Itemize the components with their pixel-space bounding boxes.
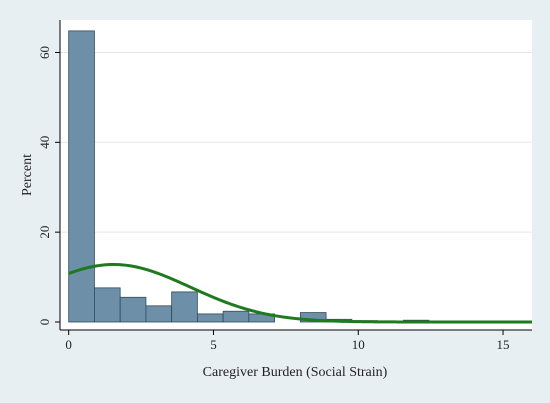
y-tick-label: 40 (37, 136, 52, 149)
histogram-bar (145, 305, 173, 323)
x-tick-label: 10 (352, 337, 365, 352)
x-tick-label: 0 (65, 337, 72, 352)
y-axis-title: Percent (20, 154, 35, 196)
histogram-bar (119, 296, 147, 323)
histogram-bars (68, 30, 430, 323)
y-tick-label: 0 (37, 319, 52, 326)
x-axis-title: Caregiver Burden (Social Strain) (203, 365, 388, 380)
axes: 0 5 10 15 0 20 40 60 (37, 20, 532, 352)
x-tick-label: 5 (210, 337, 217, 352)
histogram-bar (68, 30, 95, 323)
grid-lines (60, 51, 532, 233)
histogram-bar (299, 312, 327, 323)
histogram-bar (94, 287, 121, 323)
histogram-bar (222, 310, 250, 323)
plot-area (60, 20, 532, 330)
y-tick-label: 20 (37, 226, 52, 239)
normal-density-curve (68, 262, 532, 324)
histogram-bar (196, 313, 224, 323)
x-tick-label: 15 (497, 337, 510, 352)
y-tick-label: 60 (37, 46, 52, 59)
histogram-bar (171, 291, 198, 323)
